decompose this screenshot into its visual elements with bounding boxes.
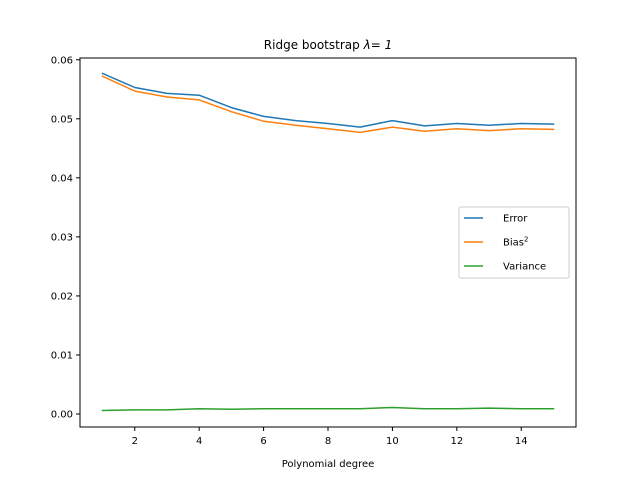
series-line-bias bbox=[101, 75, 555, 134]
x-tick-label: 6 bbox=[260, 436, 266, 447]
legend: Error Bias2 Variance bbox=[458, 206, 570, 279]
chart-title: Ridge bootstrap λ= 1 bbox=[264, 38, 392, 52]
x-tick-label: 4 bbox=[196, 436, 202, 447]
y-tick-label: 0.04 bbox=[51, 173, 73, 184]
series-line-variance bbox=[101, 406, 555, 412]
legend-box bbox=[458, 206, 570, 279]
x-tick-label: 12 bbox=[450, 436, 463, 447]
y-tick-label: 0.03 bbox=[51, 232, 73, 243]
series-lines bbox=[101, 72, 555, 412]
y-axis-ticks: 0.00 0.01 0.02 0.03 0.04 0.05 0.06 bbox=[51, 55, 80, 421]
x-tick-label: 2 bbox=[132, 436, 138, 447]
legend-label-error: Error bbox=[503, 214, 528, 225]
y-tick-label: 0.01 bbox=[51, 350, 73, 361]
series-line-error bbox=[101, 72, 555, 128]
y-tick-label: 0.02 bbox=[51, 291, 73, 302]
y-tick-label: 0.05 bbox=[51, 114, 73, 125]
legend-label-variance: Variance bbox=[503, 262, 546, 273]
legend-label-bias: Bias2 bbox=[503, 236, 528, 249]
x-tick-label: 14 bbox=[515, 436, 528, 447]
x-tick-label: 10 bbox=[386, 436, 399, 447]
y-tick-label: 0.00 bbox=[51, 410, 73, 421]
x-axis-label: Polynomial degree bbox=[282, 459, 375, 470]
x-axis-ticks: 2 4 6 8 10 12 14 bbox=[132, 427, 528, 447]
y-tick-label: 0.06 bbox=[51, 55, 73, 66]
x-tick-label: 8 bbox=[325, 436, 331, 447]
